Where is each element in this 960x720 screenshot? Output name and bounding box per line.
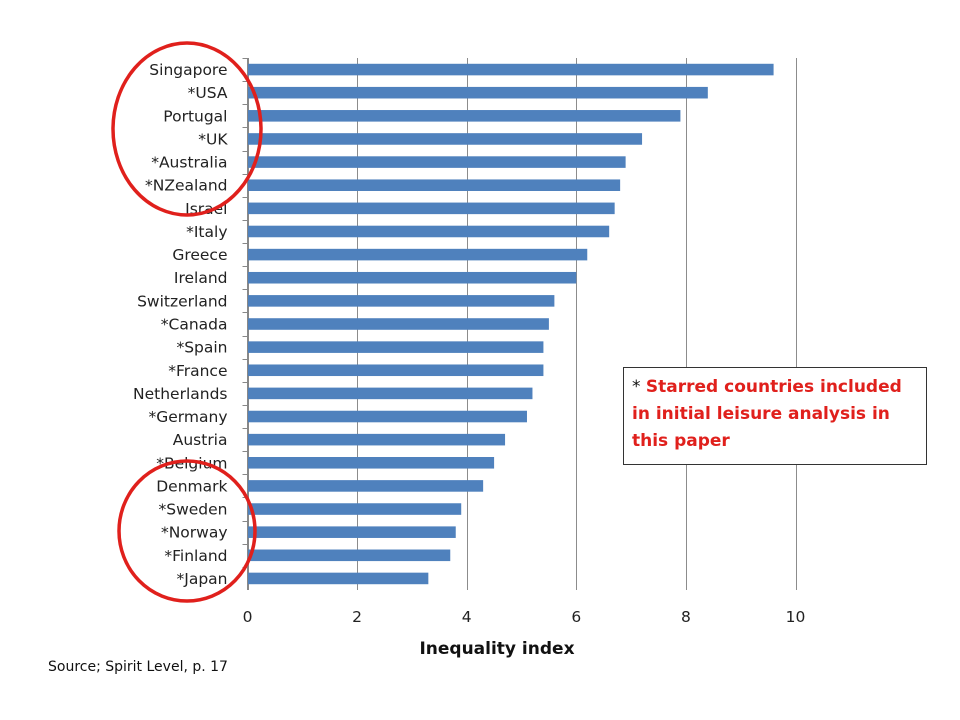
category-label: *Italy bbox=[186, 223, 227, 241]
annotation-line-3: this paper bbox=[632, 431, 730, 451]
category-label: Singapore bbox=[149, 61, 227, 79]
bar bbox=[247, 364, 544, 377]
bar bbox=[247, 110, 681, 122]
bar bbox=[247, 387, 533, 400]
x-tick-label: 4 bbox=[462, 608, 472, 626]
bar bbox=[247, 526, 456, 538]
highlight-circle-top bbox=[111, 41, 263, 217]
category-label: Portugal bbox=[163, 107, 227, 125]
bar bbox=[247, 271, 577, 284]
bar bbox=[247, 503, 462, 515]
x-tick-labels: 0 2 4 6 8 10 bbox=[243, 608, 806, 626]
category-label: *Japan bbox=[177, 570, 228, 588]
bar bbox=[247, 179, 621, 191]
x-tick-label: 8 bbox=[681, 608, 691, 626]
category-label: Austria bbox=[173, 431, 228, 449]
category-label: *France bbox=[168, 362, 227, 380]
source-note: Source; Spirit Level, p. 17 bbox=[48, 659, 228, 675]
category-labels: Singapore *USA Portugal *UK *Australia *NZeal… bbox=[133, 58, 248, 588]
category-label: *Sweden bbox=[158, 501, 227, 519]
annotation-box: * Starred countries included in initial … bbox=[623, 367, 927, 465]
category-label: Ireland bbox=[174, 269, 228, 287]
category-label: *UK bbox=[198, 130, 228, 148]
bar bbox=[247, 410, 527, 423]
category-label: *Finland bbox=[164, 547, 227, 565]
bar bbox=[247, 295, 555, 307]
annotation-star: * bbox=[632, 377, 641, 397]
category-label: Greece bbox=[172, 246, 227, 264]
x-tick-label: 2 bbox=[352, 608, 362, 626]
bars bbox=[247, 63, 774, 585]
bar bbox=[247, 86, 708, 99]
category-label: *Canada bbox=[161, 316, 228, 334]
bar bbox=[247, 248, 588, 261]
x-tick-label: 10 bbox=[786, 608, 806, 626]
bar bbox=[247, 457, 495, 469]
category-label: *Australia bbox=[151, 154, 227, 172]
category-label: *USA bbox=[188, 84, 228, 102]
category-label: *Germany bbox=[149, 408, 228, 426]
bar bbox=[247, 156, 626, 168]
highlight-circle-bottom bbox=[117, 459, 257, 603]
bar bbox=[247, 63, 774, 76]
annotation-line-2: in initial leisure analysis in bbox=[632, 404, 890, 424]
x-tick-label: 6 bbox=[571, 608, 581, 626]
category-label: *Norway bbox=[161, 524, 228, 542]
category-label: Switzerland bbox=[137, 292, 227, 310]
bar bbox=[247, 433, 506, 446]
x-axis-title: Inequality index bbox=[419, 639, 574, 659]
bar bbox=[247, 341, 544, 353]
category-label: Netherlands bbox=[133, 385, 227, 403]
bar bbox=[247, 480, 484, 492]
bar bbox=[247, 549, 451, 562]
category-label: Denmark bbox=[156, 477, 227, 495]
bar bbox=[247, 318, 549, 330]
category-label: *Spain bbox=[176, 339, 227, 357]
bar bbox=[247, 225, 610, 238]
category-label: *NZealand bbox=[145, 177, 227, 195]
bar bbox=[247, 202, 615, 215]
bar bbox=[247, 572, 429, 585]
x-tick-label: 0 bbox=[243, 608, 253, 626]
annotation-line-1: Starred countries included bbox=[645, 377, 902, 397]
bar bbox=[247, 133, 643, 145]
category-label: *Belgium bbox=[156, 454, 227, 472]
